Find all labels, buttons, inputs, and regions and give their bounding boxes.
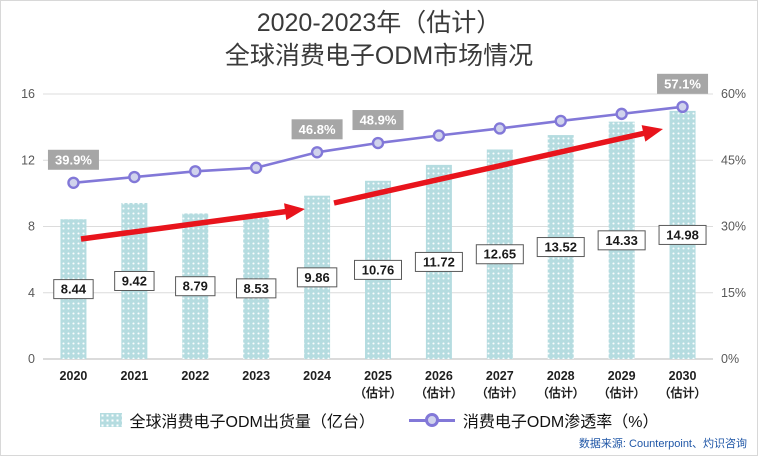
chart-title: 2020-2023年（估计） 全球消费电子ODM市场情况 — [1, 7, 757, 72]
trend-arrow-shaft — [333, 128, 652, 206]
x-axis-label: 2021 — [120, 369, 148, 383]
bar-value-label: 12.65 — [484, 247, 517, 262]
x-axis-labels: 2020 2021 2022 2023 2024 2025 （估计） 2026 （估计） 2027… — [60, 369, 707, 400]
line-series — [67, 100, 689, 189]
left-axis-tick-label: 0 — [28, 352, 35, 366]
line-marker — [189, 165, 202, 178]
data-source-note: 数据来源: Counterpoint、灼识咨询 — [578, 438, 747, 450]
line-point-labels: 39.9% 46.8% 48.9% 57.1% — [47, 73, 709, 170]
percent-label-box — [657, 73, 709, 94]
line-marker — [128, 170, 141, 184]
x-axis-label-suffix: （估计） — [598, 385, 646, 400]
x-axis-label-suffix: （估计） — [354, 385, 402, 400]
percent-label: 48.9% — [360, 113, 397, 128]
left-axis-tick-label: 8 — [28, 220, 35, 234]
bar-value-label: 8.79 — [183, 279, 208, 294]
bar-value-label: 8.53 — [244, 281, 269, 296]
line-marker — [310, 146, 324, 159]
bar-value-box — [53, 279, 94, 300]
chart-title-line1: 2020-2023年（估计） — [256, 9, 502, 37]
left-axis-tick-label: 16 — [21, 87, 35, 101]
x-axis-label: 2025 — [364, 369, 392, 383]
left-axis-tick-label: 12 — [21, 153, 35, 167]
bar-value-labels: 8.44 9.42 8.79 8.53 9.86 10.76 11.72 12.65 13.52… — [53, 224, 707, 300]
right-axis-tick-label: 60% — [721, 87, 746, 101]
bar-value-label: 14.33 — [605, 233, 638, 248]
chart-legend: 全球消费电子ODM出货量（亿台） 消费电子ODM渗透率（%） — [1, 408, 757, 432]
x-axis-label: 2026 — [425, 369, 453, 383]
right-axis-tick-label: 0% — [721, 352, 739, 366]
line-marker — [554, 114, 567, 128]
x-axis-label-suffix: （估计） — [659, 385, 707, 400]
trend-arrow-shaft — [80, 207, 294, 242]
x-axis-label: 2030 — [669, 369, 697, 383]
line-marker — [615, 107, 628, 121]
bar-value-box — [658, 224, 707, 245]
line-series-swatch-icon — [408, 413, 455, 427]
trend-arrow-head-icon — [284, 203, 305, 221]
chart-title-line2: 全球消费电子ODM市场情况 — [224, 41, 534, 70]
percent-label: 57.1% — [664, 76, 701, 91]
bar-value-label: 9.86 — [304, 270, 329, 285]
bar-value-box — [536, 237, 585, 258]
bar-value-box — [296, 267, 338, 288]
line-marker — [676, 100, 689, 114]
x-axis-label-suffix: （估计） — [415, 385, 463, 400]
x-axis-label: 2020 — [60, 369, 88, 383]
right-axis-tick-label: 15% — [721, 286, 746, 300]
percent-label: 39.9% — [55, 152, 92, 167]
bar-value-label: 13.52 — [544, 240, 577, 255]
bar-value-label: 9.42 — [122, 273, 147, 288]
bar-value-label: 10.76 — [362, 262, 395, 277]
bar-series-swatch-icon — [99, 413, 122, 427]
legend-item-shipments: 全球消费电子ODM出货量（亿台） — [99, 408, 375, 432]
line-marker — [432, 129, 446, 142]
line-marker — [249, 161, 263, 174]
x-axis-label: 2022 — [181, 369, 209, 383]
legend-label-shipments: 全球消费电子ODM出货量（亿台） — [129, 414, 375, 431]
percent-label: 46.8% — [299, 122, 336, 137]
legend-item-penetration: 消费电子ODM渗透率（%） — [408, 408, 659, 432]
x-axis-label: 2029 — [608, 369, 636, 383]
x-axis-label-suffix: （估计） — [537, 385, 585, 400]
trend-arrows — [80, 125, 663, 242]
x-axis-label: 2028 — [547, 369, 575, 383]
percent-label-box — [352, 110, 404, 131]
line-marker — [493, 122, 507, 135]
x-axis-label: 2027 — [486, 369, 514, 383]
line-marker — [67, 176, 80, 189]
x-axis-label: 2024 — [303, 369, 331, 383]
percent-label-box — [47, 149, 99, 170]
bar-value-box — [175, 276, 216, 297]
trend-arrow-head-icon — [641, 125, 663, 142]
bar-value-box — [354, 259, 402, 280]
bar-value-box — [114, 270, 155, 291]
bar-value-box — [414, 251, 463, 272]
left-axis-tick-label: 4 — [28, 286, 35, 300]
legend-label-penetration: 消费电子ODM渗透率（%） — [462, 414, 659, 431]
right-axis-tick-label: 45% — [721, 153, 746, 167]
line-marker — [371, 136, 385, 150]
bar-value-label: 14.98 — [666, 227, 699, 242]
bar-value-box — [597, 230, 646, 251]
x-axis-label: 2023 — [242, 369, 270, 383]
bar-value-label: 8.44 — [61, 282, 87, 297]
bar-value-box — [475, 244, 524, 265]
right-axis-tick-label: 30% — [721, 220, 746, 234]
bar-value-box — [235, 278, 277, 299]
percent-label-box — [291, 119, 343, 140]
x-axis-label-suffix: （估计） — [476, 385, 524, 400]
bar-value-label: 11.72 — [423, 254, 455, 269]
